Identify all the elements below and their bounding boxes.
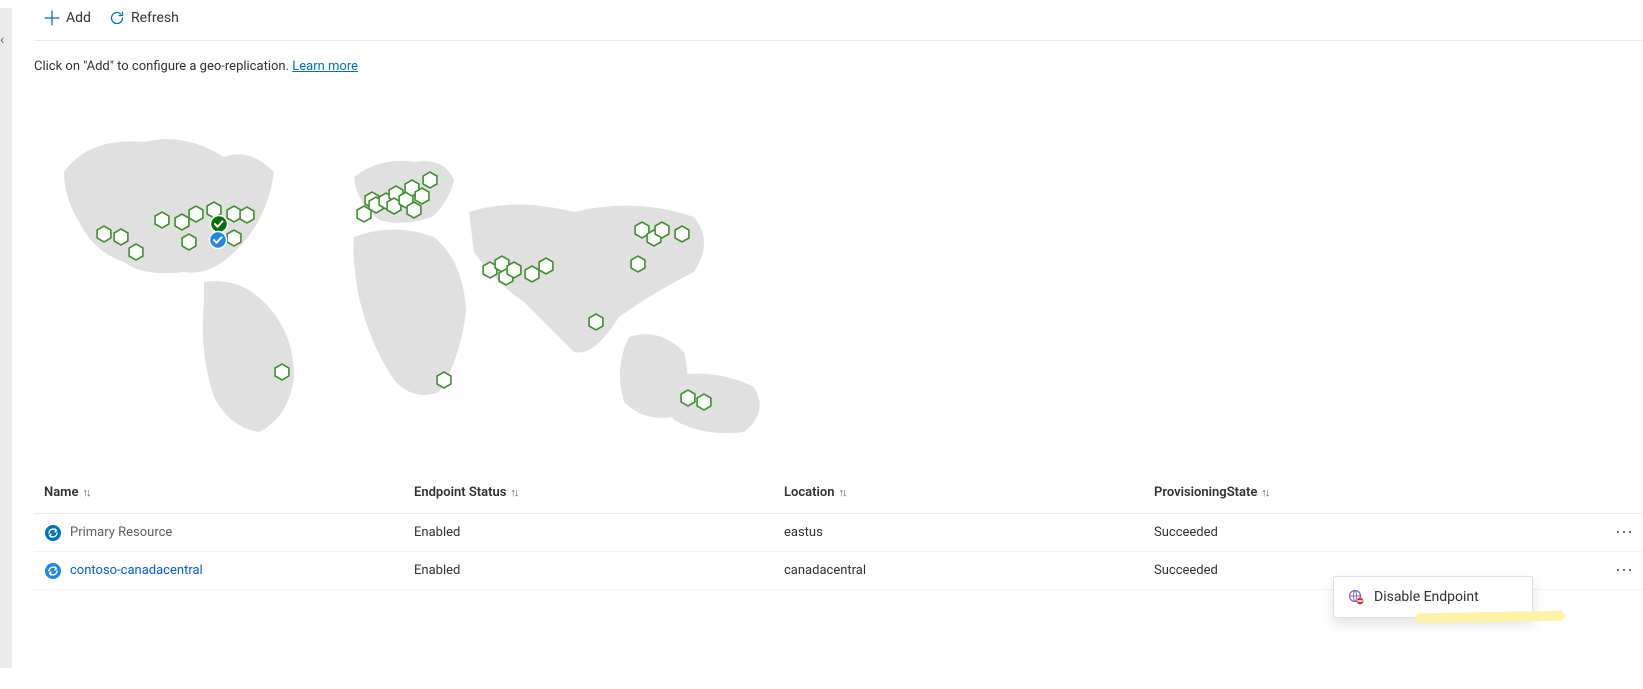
row-menu-button[interactable]: ⋯	[1573, 524, 1633, 542]
col-endpoint-label: Endpoint Status	[414, 485, 506, 500]
landmass	[203, 281, 294, 432]
region-hex-icon[interactable]	[539, 258, 553, 274]
learn-more-link[interactable]: Learn more	[292, 59, 358, 74]
toolbar: Add Refresh	[34, 0, 1643, 41]
add-button[interactable]: Add	[44, 10, 91, 26]
region-hex-icon[interactable]	[129, 244, 143, 260]
endpoint-cell: Enabled	[414, 525, 784, 540]
col-state[interactable]: ProvisioningState ↑↓	[1154, 485, 1573, 500]
endpoint-cell: Enabled	[414, 563, 784, 578]
region-hex-icon[interactable]	[189, 206, 203, 222]
state-cell: Succeeded	[1154, 525, 1573, 540]
sort-icon: ↑↓	[1261, 486, 1268, 499]
resource-name[interactable]: contoso-canadacentral	[70, 563, 203, 578]
region-hex-icon[interactable]	[675, 226, 689, 242]
hint-text: Click on "Add" to configure a geo-replic…	[34, 41, 1643, 74]
hint-message: Click on "Add" to configure a geo-replic…	[34, 59, 292, 74]
add-button-label: Add	[66, 10, 91, 26]
region-hex-icon[interactable]	[407, 202, 421, 218]
region-hex-icon[interactable]	[155, 212, 169, 228]
col-location-label: Location	[784, 485, 835, 500]
table-row[interactable]: Primary Resource EnabledeastusSucceeded⋯	[34, 514, 1643, 552]
sort-icon: ↑↓	[839, 486, 846, 499]
primary-region-marker-icon[interactable]	[211, 216, 228, 233]
refresh-icon	[109, 10, 125, 26]
region-hex-icon[interactable]	[182, 234, 196, 250]
region-hex-icon[interactable]	[240, 207, 254, 223]
replications-table: Name ↑↓ Endpoint Status ↑↓ Location ↑↓ Prov…	[34, 472, 1643, 590]
region-hex-icon[interactable]	[589, 314, 603, 330]
selected-region-marker-icon[interactable]	[210, 232, 227, 249]
resource-icon	[44, 524, 62, 542]
plus-icon	[44, 10, 60, 26]
region-hex-icon[interactable]	[275, 364, 289, 380]
resource-icon	[44, 562, 62, 580]
landmass	[64, 139, 274, 273]
row-menu-button[interactable]: ⋯	[1573, 562, 1633, 580]
landmass	[354, 230, 466, 396]
name-cell: Primary Resource	[44, 524, 414, 542]
region-hex-icon[interactable]	[114, 229, 128, 245]
col-endpoint[interactable]: Endpoint Status ↑↓	[414, 485, 784, 500]
region-hex-icon[interactable]	[631, 256, 645, 272]
region-hex-icon[interactable]	[437, 372, 451, 388]
sort-icon: ↑↓	[82, 486, 89, 499]
region-hex-icon[interactable]	[175, 214, 189, 230]
col-name[interactable]: Name ↑↓	[44, 485, 414, 500]
refresh-button[interactable]: Refresh	[109, 10, 179, 26]
region-hex-icon[interactable]	[97, 226, 111, 242]
resource-name: Primary Resource	[70, 525, 172, 540]
scrollbar-rail[interactable]	[0, 8, 12, 668]
location-cell: canadacentral	[784, 563, 1154, 578]
region-hex-icon[interactable]	[655, 222, 669, 238]
col-state-label: ProvisioningState	[1154, 485, 1257, 500]
table-header-row: Name ↑↓ Endpoint Status ↑↓ Location ↑↓ Prov…	[34, 472, 1643, 514]
region-hex-icon[interactable]	[227, 230, 241, 246]
refresh-button-label: Refresh	[131, 10, 179, 26]
region-hex-icon[interactable]	[227, 206, 241, 222]
region-hex-icon[interactable]	[415, 188, 429, 204]
region-hex-icon[interactable]	[681, 390, 695, 406]
region-hex-icon[interactable]	[423, 172, 437, 188]
world-map[interactable]	[34, 74, 1643, 472]
sort-icon: ↑↓	[510, 486, 517, 499]
col-name-label: Name	[44, 485, 78, 500]
globe-disabled-icon	[1348, 589, 1364, 605]
disable-endpoint-item[interactable]: Disable Endpoint	[1334, 581, 1532, 613]
row-context-menu: Disable Endpoint	[1333, 576, 1533, 618]
col-location[interactable]: Location ↑↓	[784, 485, 1154, 500]
location-cell: eastus	[784, 525, 1154, 540]
disable-endpoint-label: Disable Endpoint	[1374, 589, 1479, 605]
name-cell: contoso-canadacentral	[44, 562, 414, 580]
region-hex-icon[interactable]	[525, 266, 539, 282]
region-hex-icon[interactable]	[697, 394, 711, 410]
region-hex-icon[interactable]	[507, 262, 521, 278]
collapse-chevron-icon[interactable]: ‹	[0, 32, 4, 48]
